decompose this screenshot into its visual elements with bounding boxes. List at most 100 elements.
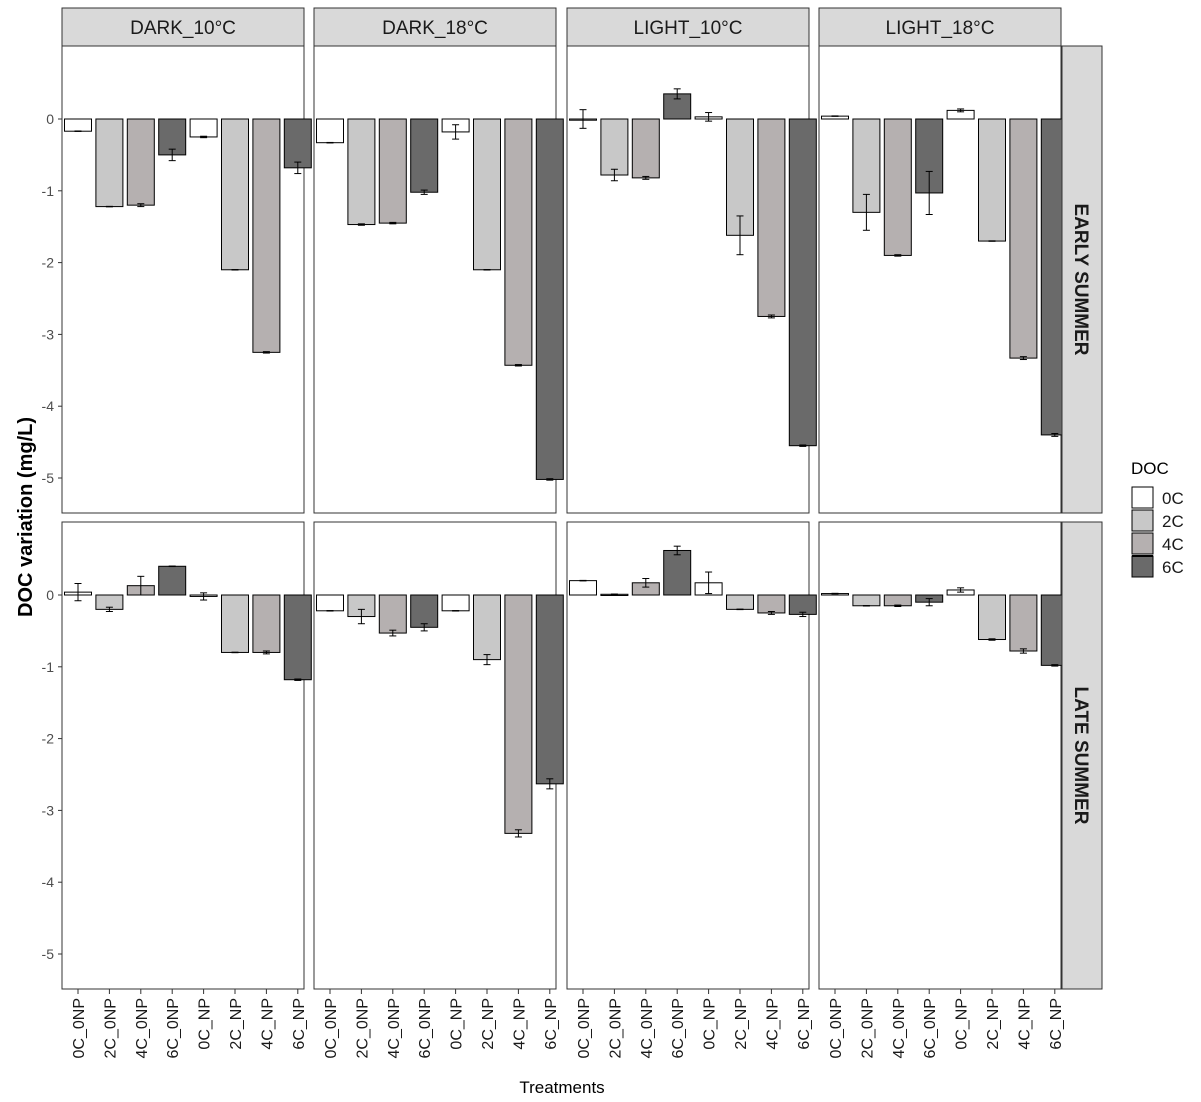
bar bbox=[378, 594, 407, 634]
panel bbox=[61, 521, 312, 990]
facet-strip bbox=[313, 7, 557, 47]
bar bbox=[378, 118, 407, 224]
bar bbox=[316, 118, 344, 144]
bar bbox=[569, 580, 597, 596]
bar bbox=[504, 594, 533, 834]
panel bbox=[566, 45, 817, 514]
panel-border bbox=[818, 521, 1062, 990]
bar bbox=[316, 594, 344, 612]
bar bbox=[441, 594, 470, 612]
x-tick-label: 0C_0NP bbox=[576, 998, 593, 1058]
x-tick-label: 4C_0NP bbox=[386, 998, 403, 1058]
x-tick-label: 2C_NP bbox=[480, 998, 497, 1050]
panel bbox=[818, 45, 1069, 514]
bar bbox=[410, 594, 439, 628]
bar bbox=[473, 118, 501, 271]
y-tick-label: -3 bbox=[42, 802, 55, 818]
facet-strip-label: EARLY SUMMER bbox=[1070, 203, 1091, 355]
panel bbox=[818, 521, 1069, 990]
facet-strips: DARK_10°C DARK_18°C LIGHT_10°C LIGHT_18°C EA… bbox=[61, 7, 1103, 990]
x-tick-label: 0C_0NP bbox=[71, 998, 88, 1058]
x-tick-label: 0C_0NP bbox=[323, 998, 340, 1058]
x-tick-label: 0C_NP bbox=[197, 998, 214, 1050]
x-tick-label: 2C_NP bbox=[733, 998, 750, 1050]
y-axis: 0 -1 -2 -3 -4 -5 0 -1 -2 -3 -4 -5 bbox=[42, 111, 62, 962]
x-tick-label: 6C_0NP bbox=[922, 998, 939, 1058]
facet-strip bbox=[61, 7, 305, 47]
bar bbox=[883, 594, 912, 607]
y-tick-label: -4 bbox=[42, 398, 55, 414]
x-tick-label: 6C_NP bbox=[543, 998, 560, 1050]
x-tick-label: 2C_0NP bbox=[102, 998, 119, 1058]
bar bbox=[347, 118, 376, 226]
x-tick-label: 6C_NP bbox=[291, 998, 308, 1050]
x-axis: 0C_0NP 2C_0NP 4C_0NP 6C_0NP 0C_NP 2C_NP 4C_NP 6… bbox=[71, 989, 1065, 1058]
bar bbox=[788, 594, 817, 615]
y-tick-label: -5 bbox=[42, 946, 55, 962]
x-tick-label: 6C_0NP bbox=[165, 998, 182, 1058]
y-tick-label: -2 bbox=[42, 255, 55, 271]
x-tick-label: 4C_0NP bbox=[134, 998, 151, 1058]
facet-strip bbox=[566, 7, 810, 47]
panel bbox=[313, 45, 564, 514]
y-axis-title: DOC variation (mg/L) bbox=[15, 417, 37, 617]
x-tick-label: 2C_0NP bbox=[354, 998, 371, 1058]
bar bbox=[252, 594, 281, 653]
bar bbox=[189, 118, 218, 138]
y-tick-label: -1 bbox=[42, 659, 55, 675]
legend-label: 4C bbox=[1162, 535, 1184, 554]
legend-label: 6C bbox=[1162, 558, 1184, 577]
x-tick-label: 0C_0NP bbox=[828, 998, 845, 1058]
bar bbox=[600, 118, 629, 176]
bar bbox=[757, 118, 786, 317]
bar bbox=[64, 118, 92, 132]
facet-strip-label: LATE SUMMER bbox=[1070, 687, 1091, 825]
x-tick-label: 4C_NP bbox=[1016, 998, 1033, 1050]
facet-strip bbox=[818, 7, 1062, 47]
bar bbox=[158, 565, 187, 596]
legend-key bbox=[1131, 486, 1154, 509]
panel bbox=[313, 521, 564, 990]
x-tick-label: 4C_NP bbox=[511, 998, 528, 1050]
facet-strip bbox=[1061, 521, 1103, 990]
legend-key bbox=[1131, 555, 1154, 578]
x-tick-label: 4C_NP bbox=[259, 998, 276, 1050]
legend-title: DOC bbox=[1131, 459, 1169, 478]
facet-strip-label: DARK_10°C bbox=[130, 18, 236, 39]
facet-strip bbox=[1061, 45, 1103, 514]
x-tick-label: 4C_0NP bbox=[891, 998, 908, 1058]
bar bbox=[504, 118, 533, 366]
y-tick-label: -5 bbox=[42, 470, 55, 486]
x-tick-label: 6C_0NP bbox=[417, 998, 434, 1058]
y-tick-label: -1 bbox=[42, 183, 55, 199]
bar bbox=[535, 594, 564, 785]
legend-key bbox=[1131, 509, 1154, 532]
x-tick-label: 2C_NP bbox=[228, 998, 245, 1050]
bar bbox=[252, 118, 281, 353]
bar bbox=[978, 594, 1006, 641]
legend-label: 0C bbox=[1162, 489, 1184, 508]
x-tick-label: 6C_0NP bbox=[670, 998, 687, 1058]
x-tick-label: 4C_0NP bbox=[639, 998, 656, 1058]
bar bbox=[788, 118, 817, 447]
x-tick-label: 0C_NP bbox=[449, 998, 466, 1050]
y-tick-label: -2 bbox=[42, 731, 55, 747]
panels-layer bbox=[61, 45, 1069, 990]
panel bbox=[61, 45, 312, 514]
y-tick-label: -4 bbox=[42, 874, 55, 890]
bar bbox=[126, 118, 155, 206]
legend-key bbox=[1131, 532, 1154, 555]
x-tick-label: 2C_0NP bbox=[607, 998, 624, 1058]
bar bbox=[852, 594, 881, 607]
bar bbox=[535, 118, 564, 480]
bar bbox=[283, 118, 312, 169]
x-tick-label: 6C_NP bbox=[1048, 998, 1065, 1050]
legend: DOC 0C 2C 4C 6C bbox=[1131, 459, 1184, 578]
bar bbox=[221, 594, 249, 653]
bar bbox=[663, 549, 692, 596]
bar bbox=[726, 594, 754, 610]
y-tick-label: 0 bbox=[46, 111, 54, 127]
x-axis-title: Treatments bbox=[519, 1078, 604, 1097]
bar bbox=[757, 594, 786, 614]
